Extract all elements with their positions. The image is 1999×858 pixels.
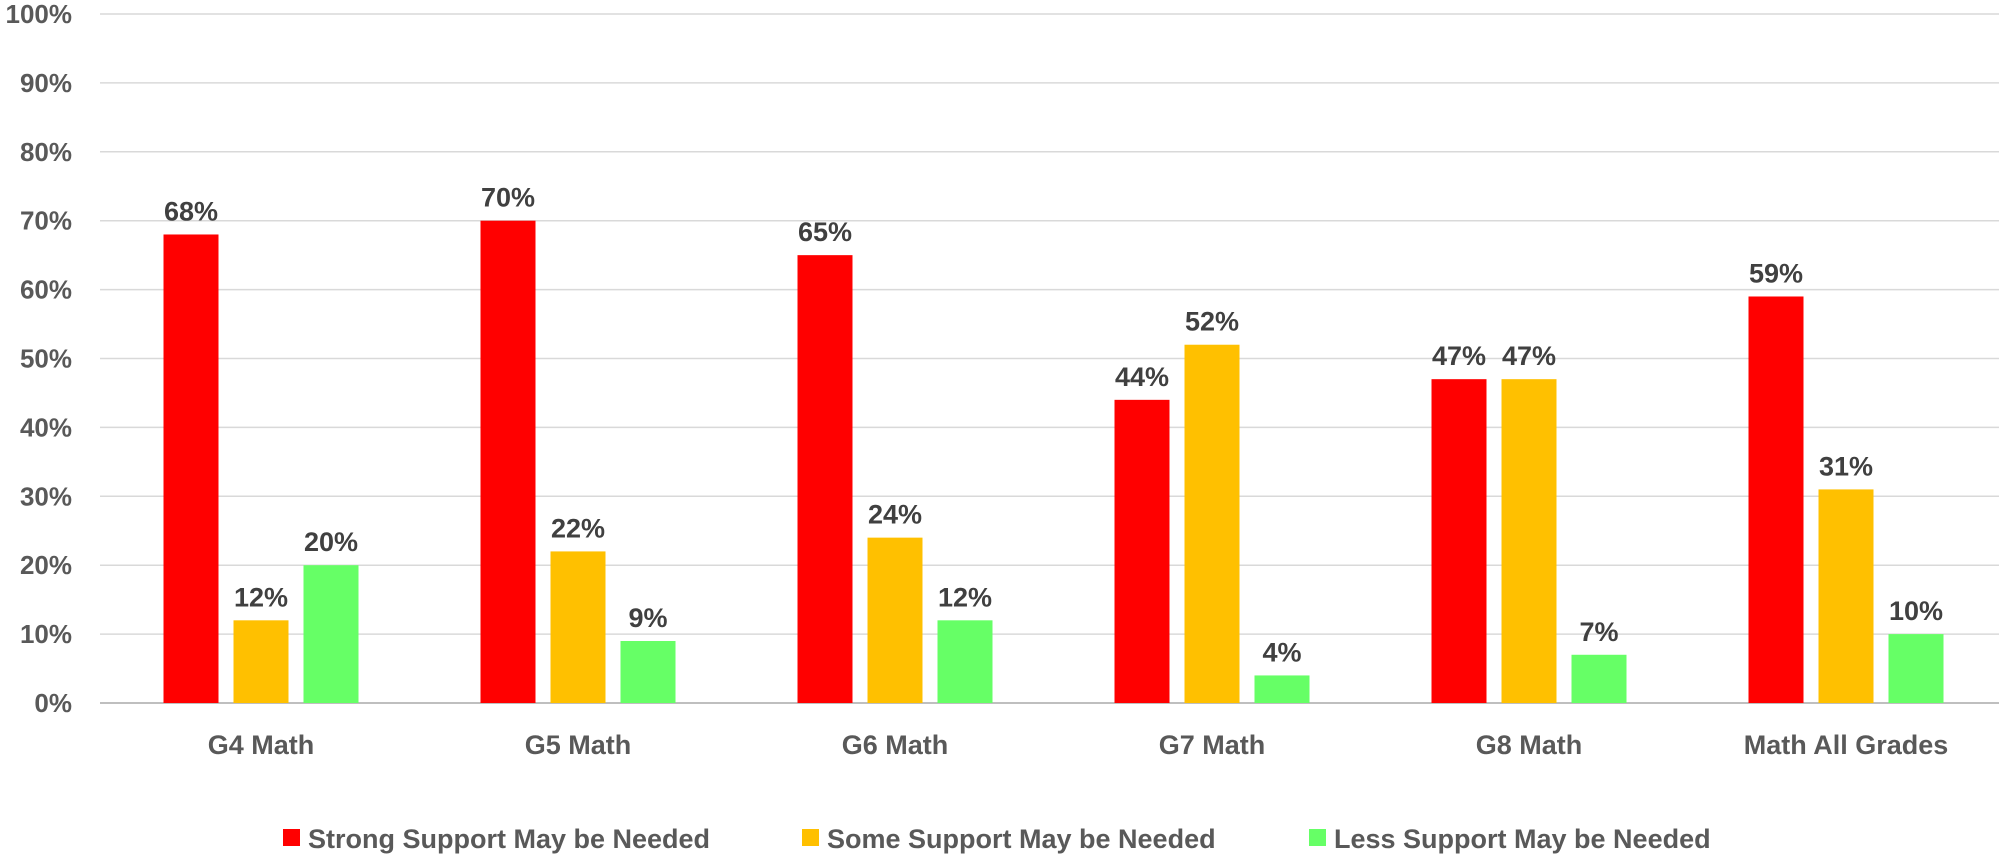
bar [163,234,219,704]
y-axis-ticks: 0% 10% 20% 30% 40% 50% 60% 70% 80% 90% 100% [6,0,73,718]
y-tick-label: 50% [20,344,72,374]
data-label: 7% [1579,617,1618,647]
bar [1114,399,1170,703]
x-tick-label: G7 Math [1159,730,1266,760]
bar [867,537,923,703]
bar [480,220,536,703]
bar [1431,379,1487,703]
legend-label: Strong Support May be Needed [308,824,710,854]
data-label: 9% [628,603,667,633]
x-tick-label: G6 Math [842,730,949,760]
y-tick-label: 70% [20,206,72,236]
y-tick-label: 20% [20,550,72,580]
x-axis-ticks: G4 Math G5 Math G6 Math G7 Math G8 Math Math … [208,730,1949,760]
bar [797,255,853,703]
bars [163,220,1944,704]
data-label: 68% [164,196,218,226]
x-tick-label: G5 Math [525,730,632,760]
y-tick-label: 60% [20,275,72,305]
bar [1571,654,1627,703]
data-label: 24% [868,500,922,530]
y-tick-label: 90% [20,68,72,98]
bar [1501,379,1557,703]
y-tick-label: 40% [20,412,72,442]
data-label: 59% [1749,258,1803,288]
data-label: 31% [1819,451,1873,481]
y-tick-label: 80% [20,137,72,167]
data-label: 47% [1432,341,1486,371]
legend-label: Some Support May be Needed [827,824,1216,854]
data-label: 70% [481,183,535,213]
bar [1184,344,1240,703]
legend-swatch [802,829,819,846]
data-label: 47% [1502,341,1556,371]
data-labels: 68% 12% 20% 70% 22% 9% 65% 24% 12% 44% 52% 4% 47% 47%… [164,183,1943,668]
bar [1748,296,1804,703]
data-label: 12% [938,582,992,612]
bar [620,640,676,703]
legend-swatch [283,829,300,846]
legend: Strong Support May be Needed Some Support… [283,824,1711,854]
legend-label: Less Support May be Needed [1334,824,1711,854]
bar [550,551,606,703]
legend-swatch [1309,829,1326,846]
data-label: 10% [1889,596,1943,626]
data-label: 44% [1115,362,1169,392]
bar [233,620,289,703]
data-label: 20% [304,527,358,557]
bar [1254,675,1310,703]
y-tick-label: 0% [34,688,72,718]
data-label: 65% [798,217,852,247]
x-tick-label: G4 Math [208,730,315,760]
y-tick-label: 100% [6,0,73,29]
gridlines [100,13,1999,704]
data-label: 52% [1185,307,1239,337]
data-label: 12% [234,582,288,612]
y-tick-label: 30% [20,481,72,511]
y-tick-label: 10% [20,619,72,649]
x-tick-label: G8 Math [1476,730,1583,760]
bar [937,620,993,703]
bar [1818,489,1874,703]
bar [303,565,359,703]
bar [1888,634,1944,703]
data-label: 4% [1262,637,1301,667]
x-tick-label: Math All Grades [1744,730,1949,760]
data-label: 22% [551,513,605,543]
